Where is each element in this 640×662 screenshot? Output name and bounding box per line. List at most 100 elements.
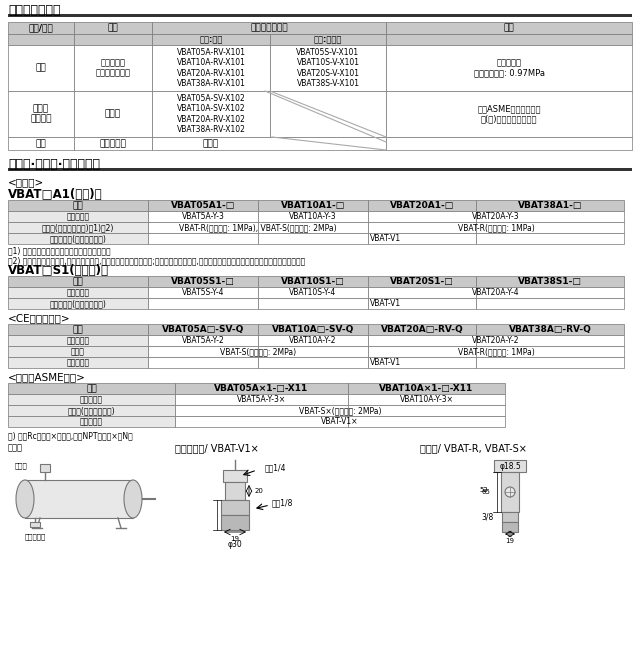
Text: 可选项·附件品·零部件型号: 可选项·附件品·零部件型号 bbox=[8, 158, 100, 171]
Text: 韩国: 韩国 bbox=[36, 64, 46, 73]
Bar bbox=[148, 298, 258, 309]
Bar bbox=[476, 200, 624, 211]
Bar bbox=[223, 470, 247, 482]
Bar bbox=[476, 357, 624, 368]
Bar bbox=[502, 512, 518, 522]
Bar bbox=[8, 335, 148, 346]
Bar bbox=[368, 335, 476, 346]
Text: VBAT-V1: VBAT-V1 bbox=[371, 234, 401, 243]
Bar bbox=[148, 211, 258, 222]
Bar bbox=[225, 482, 245, 500]
Text: 安全阀: 安全阀 bbox=[8, 443, 23, 452]
Bar bbox=[152, 45, 270, 91]
Text: 冷凝水用阀: 冷凝水用阀 bbox=[80, 417, 103, 426]
Text: <不符合ASME规格>: <不符合ASME规格> bbox=[8, 372, 86, 382]
Text: 19: 19 bbox=[230, 536, 239, 542]
Bar bbox=[221, 500, 249, 515]
Text: VBAT-V1: VBAT-V1 bbox=[371, 299, 401, 308]
Bar bbox=[258, 276, 368, 287]
Bar bbox=[258, 211, 368, 222]
Text: 注2) 当压力达到设定值时,安全阀自动开启,释放气罐内部的过高压力;当压力低于设定值时,安全阀关闭。按照气罐的最高使用压力选择安全阀。: 注2) 当压力达到设定值时,安全阀自动开启,释放气罐内部的过高压力;当压力低于设… bbox=[8, 256, 305, 265]
Bar bbox=[368, 357, 476, 368]
Bar bbox=[148, 222, 258, 233]
Bar bbox=[8, 276, 148, 287]
Bar bbox=[148, 324, 258, 335]
Text: VBAT-V1×: VBAT-V1× bbox=[321, 417, 359, 426]
Text: VBAT10A1-□: VBAT10A1-□ bbox=[281, 201, 345, 210]
Text: VBAT-R(设定压力: 1MPa): VBAT-R(设定压力: 1MPa) bbox=[458, 223, 534, 232]
Text: VBAT□S1(不锈钢)用: VBAT□S1(不锈钢)用 bbox=[8, 264, 109, 277]
Bar bbox=[476, 335, 624, 346]
Text: VBAT20A-Y-2: VBAT20A-Y-2 bbox=[472, 336, 520, 345]
Text: VBAT-S×(设定压力: 2MPa): VBAT-S×(设定压力: 2MPa) bbox=[299, 406, 381, 415]
Bar bbox=[40, 464, 50, 472]
Text: 65: 65 bbox=[481, 489, 490, 495]
Bar bbox=[368, 233, 476, 244]
Text: 内容: 内容 bbox=[504, 23, 515, 32]
Bar bbox=[476, 233, 624, 244]
Bar bbox=[476, 276, 624, 287]
Bar bbox=[476, 287, 624, 298]
Text: 20: 20 bbox=[255, 488, 264, 494]
Text: VBAT38A1-□: VBAT38A1-□ bbox=[518, 201, 582, 210]
Bar bbox=[221, 515, 249, 530]
Ellipse shape bbox=[124, 480, 142, 518]
Bar bbox=[8, 137, 74, 150]
Text: 注) 选择Rc螺纹时×为空白,选择NPT螺纹时×为N。: 注) 选择Rc螺纹时×为空白,选择NPT螺纹时×为N。 bbox=[8, 431, 132, 440]
Text: VBAT5A-Y-2: VBAT5A-Y-2 bbox=[182, 336, 225, 345]
Text: VBAT10A-Y-3×: VBAT10A-Y-3× bbox=[399, 395, 454, 404]
Text: 冷凝水用阀: 冷凝水用阀 bbox=[67, 358, 90, 367]
Bar bbox=[386, 34, 632, 45]
Bar bbox=[74, 45, 152, 91]
Bar bbox=[368, 211, 476, 222]
Text: <CE标志适用品>: <CE标志适用品> bbox=[8, 313, 70, 323]
Bar bbox=[258, 222, 368, 233]
Bar bbox=[8, 383, 175, 394]
Bar bbox=[270, 34, 386, 45]
Text: 附件品组件: 附件品组件 bbox=[80, 395, 103, 404]
Bar bbox=[74, 91, 152, 137]
Text: VBAT05A-SV-X102
VBAT10A-SV-X102
VBAT20A-RV-X102
VBAT38A-RV-X102: VBAT05A-SV-X102 VBAT10A-SV-X102 VBAT20A-… bbox=[177, 94, 245, 134]
Text: VBAT05S-V-X101
VBAT10S-V-X101
VBAT20S-V-X101
VBAT38S-V-X101: VBAT05S-V-X101 VBAT10S-V-X101 VBAT20S-V-… bbox=[296, 48, 360, 88]
Bar bbox=[8, 222, 148, 233]
Bar bbox=[258, 200, 368, 211]
Bar bbox=[258, 324, 368, 335]
Bar bbox=[8, 416, 175, 427]
Bar bbox=[368, 324, 476, 335]
Text: φ18.5: φ18.5 bbox=[499, 462, 521, 471]
Text: 法規: 法規 bbox=[108, 23, 118, 32]
Bar bbox=[368, 287, 476, 298]
Text: VBAT05A1-□: VBAT05A1-□ bbox=[171, 201, 235, 210]
Text: 安全阀(可选项选择时): 安全阀(可选项选择时) bbox=[68, 406, 115, 415]
Text: 注1) 安全阀是用于对气罐进行压力保护的装置。: 注1) 安全阀是用于对气罐进行压力保护的装置。 bbox=[8, 246, 111, 255]
Bar bbox=[270, 91, 386, 137]
Bar bbox=[476, 324, 624, 335]
Bar bbox=[148, 233, 258, 244]
Text: 附件品组件: 附件品组件 bbox=[67, 288, 90, 297]
Text: 冷凝水用阀(可选项选择时): 冷凝水用阀(可选项选择时) bbox=[49, 234, 106, 243]
Text: <标准品>: <标准品> bbox=[8, 177, 44, 187]
Text: VBAT38A□-RV-Q: VBAT38A□-RV-Q bbox=[509, 325, 591, 334]
Bar bbox=[258, 335, 368, 346]
Bar bbox=[25, 480, 133, 518]
Bar bbox=[476, 298, 624, 309]
Text: VBAT□A1(碳钢)用: VBAT□A1(碳钢)用 bbox=[8, 188, 102, 201]
Bar bbox=[476, 222, 624, 233]
Ellipse shape bbox=[16, 480, 34, 518]
Bar bbox=[386, 137, 632, 150]
Bar bbox=[8, 324, 148, 335]
Bar bbox=[8, 298, 148, 309]
Text: 安全阀: 安全阀 bbox=[14, 463, 27, 469]
Bar bbox=[368, 346, 476, 357]
Bar bbox=[74, 22, 152, 34]
Bar bbox=[8, 287, 148, 298]
Bar bbox=[258, 357, 368, 368]
Text: VBAT5A-Y-3: VBAT5A-Y-3 bbox=[182, 212, 225, 221]
Bar bbox=[8, 168, 632, 171]
Bar bbox=[368, 200, 476, 211]
Text: 工厂法: 工厂法 bbox=[105, 109, 121, 118]
Text: VBAT38S1-□: VBAT38S1-□ bbox=[518, 277, 582, 286]
Text: VBAT20A-Y-3: VBAT20A-Y-3 bbox=[472, 212, 520, 221]
Bar bbox=[175, 383, 348, 394]
Bar bbox=[348, 405, 505, 416]
